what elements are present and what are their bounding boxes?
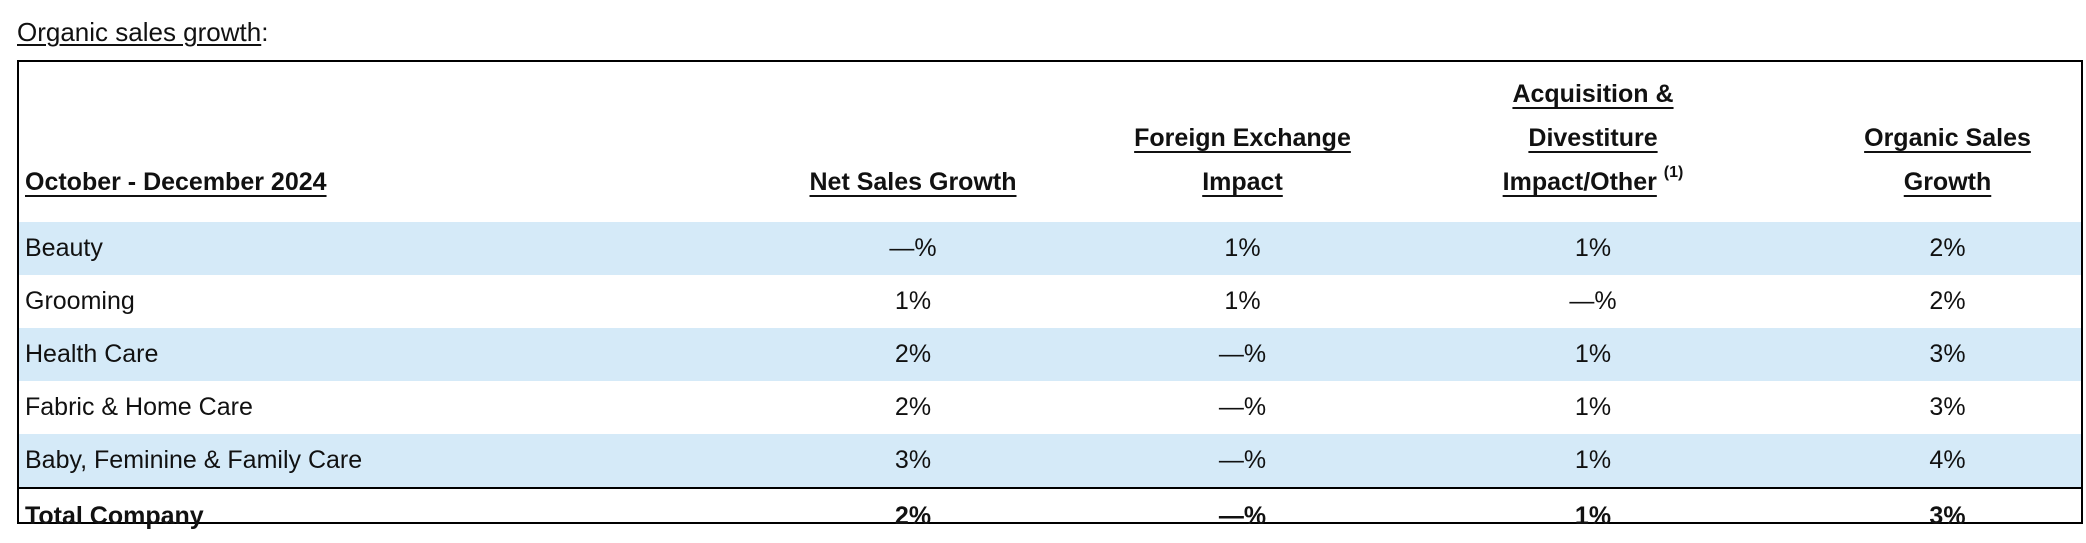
header-acq-div-impact: Acquisition & Divestiture Impact/Other (… [1372,62,1814,222]
acq-div-impact-cell: —% [1569,287,1617,315]
fx-impact-cell: 1% [1113,222,1372,275]
acq-div-impact-cell: 1% [1372,328,1814,381]
header-organic-line1: Organic Sales [1864,124,2031,152]
total-row: Total Company 2% —% 1% 3% [19,487,2081,543]
acq-div-impact-cell: 1% [1574,393,1612,421]
header-net-sales-growth-label: Net Sales Growth [809,168,1017,196]
total-acq-div-impact-cell: 1% [1372,487,1814,543]
table-row: Health Care 2% —% 1% 3% [19,328,2081,381]
table-row: Beauty —% 1% 1% 2% [19,222,2081,275]
segment-cell: Beauty [19,222,713,275]
organic-growth-cell: 3% [1929,393,1966,421]
net-sales-growth-cell: 3% [713,434,1113,488]
segment-cell: Grooming [25,287,135,315]
net-sales-growth-cell: 2% [713,328,1113,381]
header-period: October - December 2024 [19,62,713,222]
header-organic-line2: Growth [1903,168,1992,196]
total-fx-impact-cell: —% [1113,487,1372,543]
header-fx-line2: Impact [1202,168,1283,196]
header-organic-growth: Organic Sales Growth [1814,62,2081,222]
header-acq-line2: Divestiture [1528,124,1658,152]
total-label-cell: Total Company [19,487,713,543]
organic-growth-cell: 4% [1814,434,2081,488]
header-acq-line1: Acquisition & [1512,80,1674,108]
acq-div-impact-cell: 1% [1372,222,1814,275]
fx-impact-cell: 1% [1224,287,1261,315]
header-acq-line3: Impact/Other [1502,168,1657,196]
heading-label: Organic sales growth [17,17,262,47]
table-header-row: October - December 2024 Net Sales Growth… [19,62,2081,222]
table-row: Baby, Feminine & Family Care 3% —% 1% 4% [19,434,2081,488]
heading-colon: : [261,17,269,47]
organic-sales-table: October - December 2024 Net Sales Growth… [19,62,2081,543]
segment-cell: Health Care [19,328,713,381]
segment-cell: Baby, Feminine & Family Care [19,434,713,488]
acq-div-impact-cell: 1% [1372,434,1814,488]
net-sales-growth-cell: 2% [894,393,932,421]
fx-impact-cell: —% [1113,328,1372,381]
organic-growth-cell: 2% [1814,222,2081,275]
organic-sales-table-container: October - December 2024 Net Sales Growth… [17,60,2083,543]
table-row: Grooming 1% 1% —% 2% [19,275,2081,328]
organic-growth-cell: 3% [1814,328,2081,381]
net-sales-growth-cell: —% [713,222,1113,275]
table-row: Fabric & Home Care 2% —% 1% 3% [19,381,2081,434]
total-organic-growth-cell: 3% [1814,487,2081,543]
header-fx-line1: Foreign Exchange [1134,124,1351,152]
fx-impact-cell: —% [1218,393,1267,421]
footnote-marker: (1) [1663,163,1684,181]
organic-growth-cell: 2% [1929,287,1966,315]
header-fx-impact: Foreign Exchange Impact [1113,62,1372,222]
header-net-sales-growth: Net Sales Growth [713,62,1113,222]
net-sales-growth-cell: 1% [894,287,932,315]
header-period-label: October - December 2024 [25,168,327,196]
segment-cell: Fabric & Home Care [25,393,253,421]
total-net-sales-growth-cell: 2% [713,487,1113,543]
fx-impact-cell: —% [1113,434,1372,488]
page-heading: Organic sales growth: [17,14,268,50]
